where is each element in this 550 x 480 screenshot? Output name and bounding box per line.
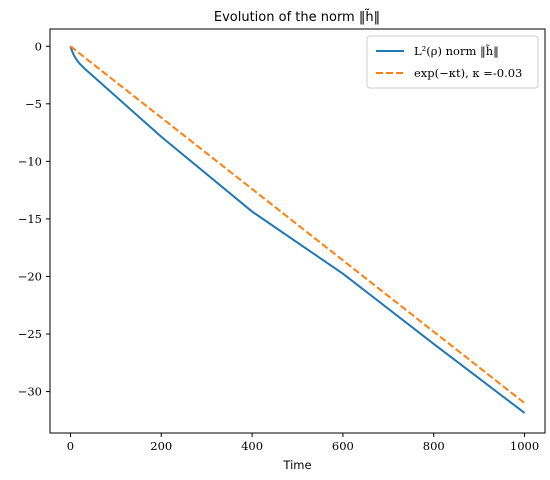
plot-frame <box>49 28 546 434</box>
series-line-2 <box>69 45 526 404</box>
plot-area <box>69 45 526 414</box>
x-axis: 0 200 400 600 800 1000 <box>67 433 539 453</box>
x-tick-label: 800 <box>423 439 445 453</box>
x-tick-label: 1000 <box>510 439 539 453</box>
x-tick-label: 200 <box>150 439 172 453</box>
y-tick-label: −15 <box>18 212 42 226</box>
y-axis: 0 −5 −10 −15 −20 −25 −30 <box>18 39 50 399</box>
x-axis-label: Time <box>282 458 311 472</box>
x-tick-label: 400 <box>241 439 263 453</box>
legend-entry-2: exp(−κt), κ =-0.03 <box>414 66 522 80</box>
y-tick-label: −10 <box>18 154 42 168</box>
legend-box <box>366 35 539 89</box>
legend: L²(ρ) norm ‖h̃‖ exp(−κt), κ =-0.03 <box>366 35 539 89</box>
series-line-1 <box>69 45 526 414</box>
legend-entry-1: L²(ρ) norm ‖h̃‖ <box>414 44 499 59</box>
x-tick-label: 0 <box>67 439 74 453</box>
y-tick-label: 0 <box>35 39 42 53</box>
y-tick-label: −25 <box>18 327 42 341</box>
y-tick-label: −30 <box>18 385 42 399</box>
x-tick-label: 600 <box>332 439 354 453</box>
chart-title: Evolution of the norm ‖h̃‖ <box>214 10 380 25</box>
y-tick-label: −5 <box>25 97 42 111</box>
y-tick-label: −20 <box>18 269 42 283</box>
